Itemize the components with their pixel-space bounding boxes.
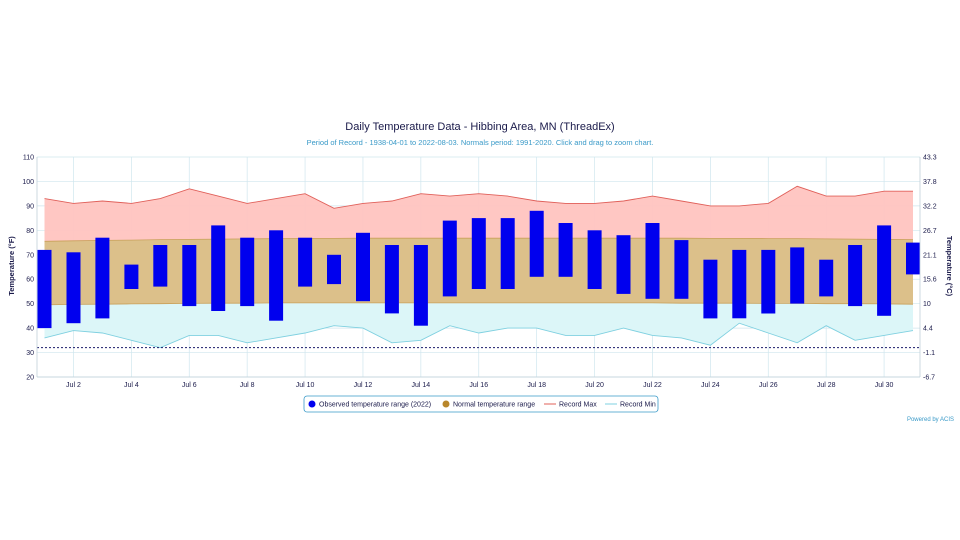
- legend-marker-observed: [308, 400, 316, 408]
- x-tick-label: Jul 18: [527, 382, 546, 389]
- observed-bar[interactable]: [95, 237, 110, 319]
- y-tick-label-left: 80: [26, 228, 34, 235]
- y-tick-label-right: 15.6: [923, 277, 937, 284]
- observed-bar[interactable]: [645, 223, 660, 299]
- x-tick-label: Jul 16: [469, 382, 488, 389]
- observed-bar[interactable]: [471, 218, 486, 289]
- observed-bar[interactable]: [587, 230, 602, 289]
- legend-item-normal[interactable]: Normal temperature range: [442, 400, 536, 409]
- legend-label-record-min: Record Min: [620, 402, 656, 409]
- legend-item-record-min[interactable]: Record Min: [605, 402, 656, 409]
- observed-bar[interactable]: [356, 232, 370, 302]
- legend[interactable]: Observed temperature range (2022) Normal…: [303, 395, 659, 413]
- y-tick-label-left: 70: [26, 252, 34, 259]
- observed-bar[interactable]: [327, 254, 341, 285]
- observed-bar[interactable]: [298, 237, 313, 287]
- observed-bar[interactable]: [529, 210, 544, 277]
- y-tick-label-left: 60: [26, 277, 34, 284]
- record-min-line: [44, 322, 914, 349]
- observed-bar[interactable]: [442, 220, 457, 297]
- legend-marker-normal: [442, 400, 450, 408]
- x-tick-label: Jul 26: [759, 382, 778, 389]
- legend-item-record-max[interactable]: Record Max: [544, 402, 597, 409]
- observed-bars[interactable]: [37, 210, 921, 329]
- y-tick-label-right: 21.1: [923, 252, 937, 259]
- observed-bar[interactable]: [703, 259, 718, 319]
- x-tick-label: Jul 6: [182, 382, 197, 389]
- legend-label-observed: Observed temperature range (2022): [319, 402, 431, 409]
- x-tick-label: Jul 22: [643, 382, 662, 389]
- record-min-band: [44, 302, 913, 348]
- y-tick-label-right: 37.8: [923, 179, 937, 186]
- observed-bar[interactable]: [211, 225, 226, 311]
- x-tick-label: Jul 20: [585, 382, 604, 389]
- observed-bar[interactable]: [819, 259, 834, 297]
- y-tick-label-right: -6.7: [923, 375, 935, 382]
- observed-bar[interactable]: [500, 218, 515, 289]
- y-tick-label-left: 20: [26, 375, 34, 382]
- x-tick-label: Jul 30: [875, 382, 894, 389]
- y-tick-label-left: 40: [26, 326, 34, 333]
- legend-box: [303, 395, 659, 413]
- y-axis-title-right: Temperature (°C): [945, 236, 954, 297]
- observed-bar[interactable]: [269, 230, 284, 321]
- observed-bar[interactable]: [182, 245, 197, 307]
- x-tick-label: Jul 24: [701, 382, 720, 389]
- observed-bar[interactable]: [848, 245, 863, 307]
- observed-bar[interactable]: [37, 249, 52, 329]
- observed-bar[interactable]: [732, 249, 747, 319]
- observed-bar[interactable]: [877, 225, 892, 316]
- y-tick-label-right: 32.2: [923, 203, 937, 210]
- x-tick-label: Jul 8: [240, 382, 255, 389]
- observed-bar[interactable]: [124, 264, 139, 289]
- y-axis-title-left: Temperature (°F): [7, 236, 16, 296]
- observed-bar[interactable]: [674, 240, 689, 299]
- observed-bar[interactable]: [384, 245, 399, 314]
- x-tick-label: Jul 4: [124, 382, 139, 389]
- observed-bar[interactable]: [66, 252, 81, 324]
- credit-text[interactable]: Powered by ACIS: [907, 417, 954, 423]
- chart-title: Daily Temperature Data - Hibbing Area, M…: [345, 121, 614, 133]
- legend-label-record-max: Record Max: [559, 402, 597, 409]
- legend-label-normal: Normal temperature range: [453, 402, 535, 409]
- observed-bar[interactable]: [558, 223, 573, 277]
- record-max-line: [44, 185, 913, 209]
- x-tick-label: Jul 28: [817, 382, 836, 389]
- x-tick-label: Jul 12: [354, 382, 373, 389]
- x-tick-label: Jul 10: [296, 382, 315, 389]
- y-tick-label-left: 50: [26, 301, 34, 308]
- y-tick-label-left: 90: [26, 203, 34, 210]
- y-tick-label-right: 26.7: [923, 228, 937, 235]
- x-tick-label: Jul 14: [412, 382, 431, 389]
- y-tick-label-left: 110: [23, 155, 34, 162]
- observed-bar[interactable]: [616, 235, 631, 294]
- axes: 20 30 40 50 60 70 80 90 100 110 -6.7 -1.1 4.4 10 15.6 2…: [22, 155, 936, 390]
- y-tick-label-left: 30: [26, 350, 34, 357]
- observed-bar[interactable]: [240, 237, 255, 307]
- y-tick-label-right: 4.4: [923, 326, 933, 333]
- observed-bar[interactable]: [761, 249, 776, 314]
- observed-bar[interactable]: [153, 245, 168, 287]
- legend-item-observed[interactable]: Observed temperature range (2022): [308, 400, 432, 409]
- y-tick-label-right: 43.3: [923, 155, 937, 162]
- observed-bar[interactable]: [906, 242, 920, 275]
- y-tick-label-right: 10: [923, 301, 931, 308]
- x-tick-label: Jul 2: [66, 382, 81, 389]
- chart-subtitle: Period of Record - 1938-04-01 to 2022-08…: [307, 138, 654, 147]
- observed-bar[interactable]: [413, 245, 428, 326]
- observed-bar[interactable]: [790, 247, 805, 304]
- record-max-band: [44, 186, 913, 242]
- y-tick-label-left: 100: [22, 179, 34, 186]
- y-tick-label-right: -1.1: [923, 350, 935, 357]
